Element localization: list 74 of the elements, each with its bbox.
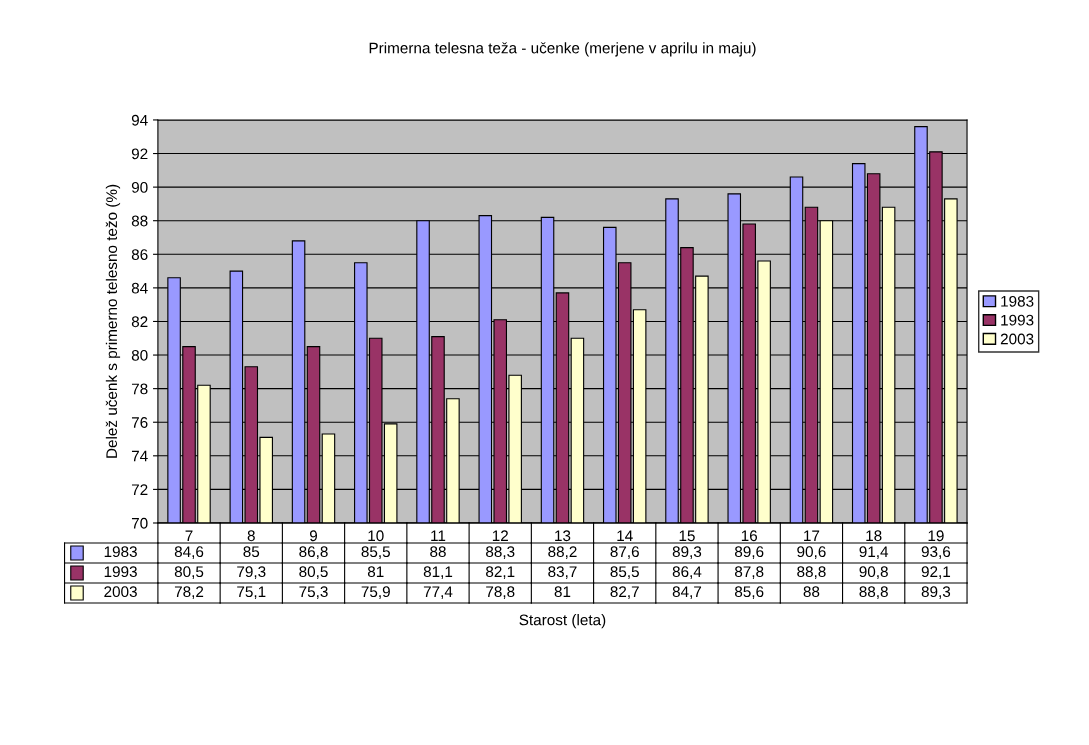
y-tick-label: 84 bbox=[131, 282, 148, 294]
x-tick-label: 17 bbox=[804, 530, 820, 542]
data-label: 81 bbox=[554, 586, 571, 598]
y-tick-label: 78 bbox=[131, 383, 148, 395]
data-label: 88 bbox=[803, 586, 820, 598]
y-tick-label: 86 bbox=[131, 249, 148, 260]
data-label: 79,3 bbox=[237, 566, 266, 579]
data-label: 80,5 bbox=[299, 566, 328, 579]
data-label: 81,1 bbox=[423, 566, 453, 579]
y-tick-label: 70 bbox=[131, 517, 148, 529]
data-label: 85,6 bbox=[734, 586, 764, 599]
data-label: 77,4 bbox=[423, 586, 453, 599]
data-label: 80,5 bbox=[174, 566, 204, 579]
y-tick-label: 76 bbox=[131, 417, 148, 428]
data-label: 86,4 bbox=[672, 566, 702, 579]
x-tick-label: 16 bbox=[741, 530, 758, 542]
data-label: 75,1 bbox=[237, 586, 266, 599]
data-label: 91,4 bbox=[859, 546, 889, 559]
data-label: 86,8 bbox=[299, 546, 328, 559]
data-label: 85 bbox=[243, 546, 260, 558]
data-label: 78,2 bbox=[174, 586, 204, 599]
x-tick-label: 14 bbox=[617, 530, 633, 542]
data-label: 87,6 bbox=[610, 546, 639, 559]
data-label: 89,6 bbox=[734, 546, 764, 559]
y-axis-title: Delež učenk s primerno telesno težo (%) bbox=[105, 184, 121, 458]
x-axis-title: Starost (leta) bbox=[519, 614, 606, 629]
data-label: 88,3 bbox=[486, 546, 515, 559]
x-tick-label: 12 bbox=[492, 530, 508, 542]
data-label: 78,8 bbox=[486, 586, 515, 599]
y-tick-label: 94 bbox=[131, 114, 148, 126]
data-label: 88,8 bbox=[797, 566, 826, 579]
data-label: 92,1 bbox=[921, 566, 951, 579]
x-tick-label: 15 bbox=[679, 530, 695, 542]
y-tick-label: 72 bbox=[131, 484, 148, 495]
data-label: 82,1 bbox=[486, 566, 515, 579]
text: 1983 bbox=[1001, 295, 1034, 307]
x-tick-label: 18 bbox=[866, 530, 882, 542]
y-tick-label: 88 bbox=[131, 215, 148, 227]
data-label: 83,7 bbox=[548, 566, 577, 579]
data-label: 90,8 bbox=[859, 566, 888, 579]
data-label: 88,8 bbox=[859, 586, 888, 599]
x-tick-label: 9 bbox=[309, 530, 318, 542]
y-tick-label: 82 bbox=[131, 316, 148, 328]
data-label: 93,6 bbox=[921, 546, 951, 559]
y-tick-label: 92 bbox=[131, 148, 148, 160]
data-label: 75,9 bbox=[361, 586, 390, 599]
data-label: 85,5 bbox=[361, 546, 390, 559]
y-tick-label: 74 bbox=[131, 450, 148, 462]
x-tick-label: 8 bbox=[247, 530, 255, 542]
data-label: 88,2 bbox=[548, 546, 577, 559]
data-label: 84,7 bbox=[672, 586, 702, 599]
data-label: 88 bbox=[430, 546, 446, 558]
data-label: 87,8 bbox=[734, 566, 764, 579]
x-tick-label: 7 bbox=[185, 530, 193, 542]
x-tick-label: 11 bbox=[431, 530, 446, 542]
data-label: 89,3 bbox=[672, 546, 702, 559]
data-label: 85,5 bbox=[610, 566, 639, 579]
legend-label: 2003 bbox=[1000, 333, 1034, 345]
data-label: 75,3 bbox=[299, 586, 328, 599]
data-label: 89,3 bbox=[921, 586, 951, 599]
data-label: 82,7 bbox=[610, 586, 639, 599]
y-tick-label: 80 bbox=[131, 349, 148, 361]
data-label: 84,6 bbox=[174, 546, 204, 559]
legend-label: 1983 bbox=[104, 546, 137, 558]
data-label: 90,6 bbox=[797, 546, 826, 559]
text: 1993 bbox=[104, 566, 137, 578]
legend-label: 1993 bbox=[1001, 314, 1034, 326]
x-tick-label: 19 bbox=[928, 530, 944, 542]
chart-title: Primerna telesna teža - učenke (merjene v aprilu in maju) bbox=[369, 42, 756, 57]
text: 2003 bbox=[104, 586, 137, 598]
data-label: 81 bbox=[367, 566, 384, 578]
x-tick-label: 13 bbox=[555, 530, 571, 542]
x-tick-label: 10 bbox=[368, 530, 384, 542]
y-tick-label: 90 bbox=[131, 181, 148, 193]
